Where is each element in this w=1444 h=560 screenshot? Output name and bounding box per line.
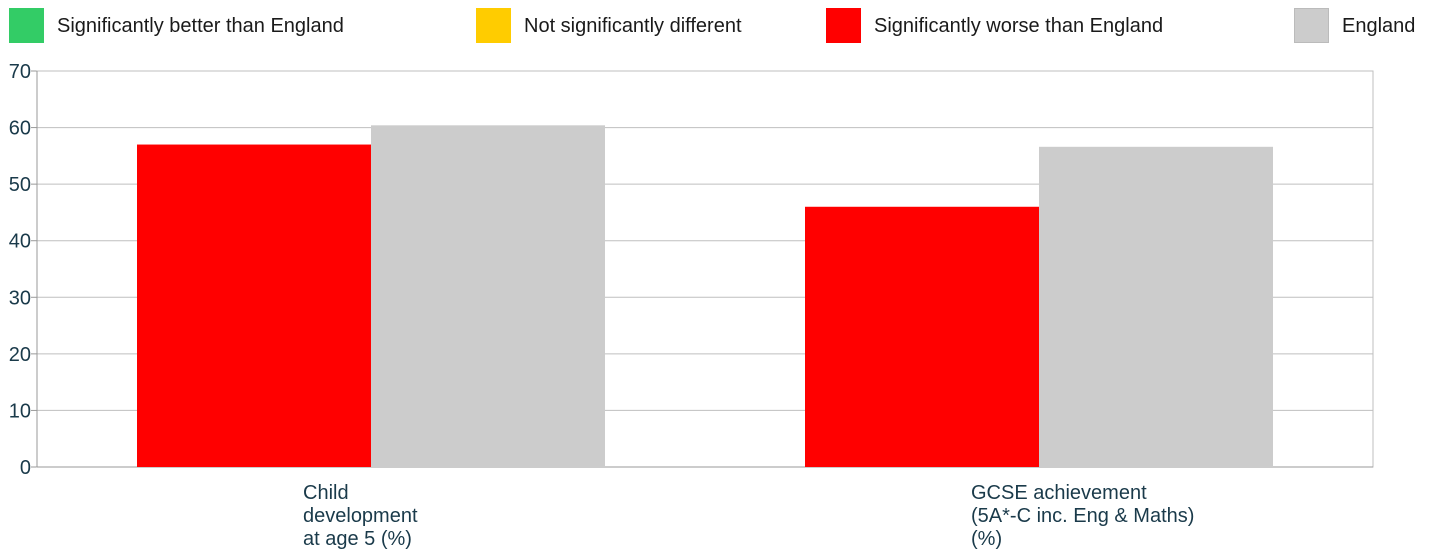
x-tick-label-line: (5A*-C inc. Eng & Maths): [971, 505, 1195, 527]
x-tick-label: Child development at age 5 (%): [303, 482, 418, 551]
legend-label-better: Significantly better than England: [57, 15, 344, 37]
y-tick-label: 60: [9, 118, 31, 140]
x-tick-label-line: GCSE achievement: [971, 482, 1147, 504]
y-tick-label: 70: [9, 61, 31, 83]
y-tick-label: 0: [20, 457, 31, 479]
legend-swatch-worse: [826, 8, 861, 43]
y-tick-label: 30: [9, 287, 31, 309]
bar-england: [371, 125, 605, 468]
legend-label-not-different: Not significantly different: [524, 15, 742, 37]
y-tick-label: 10: [9, 400, 31, 422]
x-tick-label: GCSE achievement (5A*-C inc. Eng & Maths)…: [971, 482, 1194, 551]
x-tick-label-line: development: [303, 505, 418, 527]
x-tick-label-line: at age 5 (%): [303, 528, 412, 550]
chart-legend: Significantly better than England Not si…: [0, 0, 1444, 52]
y-tick-label: 50: [9, 174, 31, 196]
bar-england: [1039, 146, 1273, 467]
x-tick-label-line: (%): [971, 528, 1003, 550]
bar-area: [137, 144, 371, 468]
bar-area: [805, 206, 1039, 467]
y-tick-label: 20: [9, 344, 31, 366]
legend-label-worse: Significantly worse than England: [874, 15, 1164, 37]
legend-label-england: England: [1342, 15, 1416, 37]
x-tick-label-line: Child: [303, 482, 349, 504]
legend-swatch-england: [1294, 8, 1329, 43]
legend-swatch-better: [9, 8, 44, 43]
legend-swatch-not-different: [476, 8, 511, 43]
y-tick-label: 40: [9, 231, 31, 253]
